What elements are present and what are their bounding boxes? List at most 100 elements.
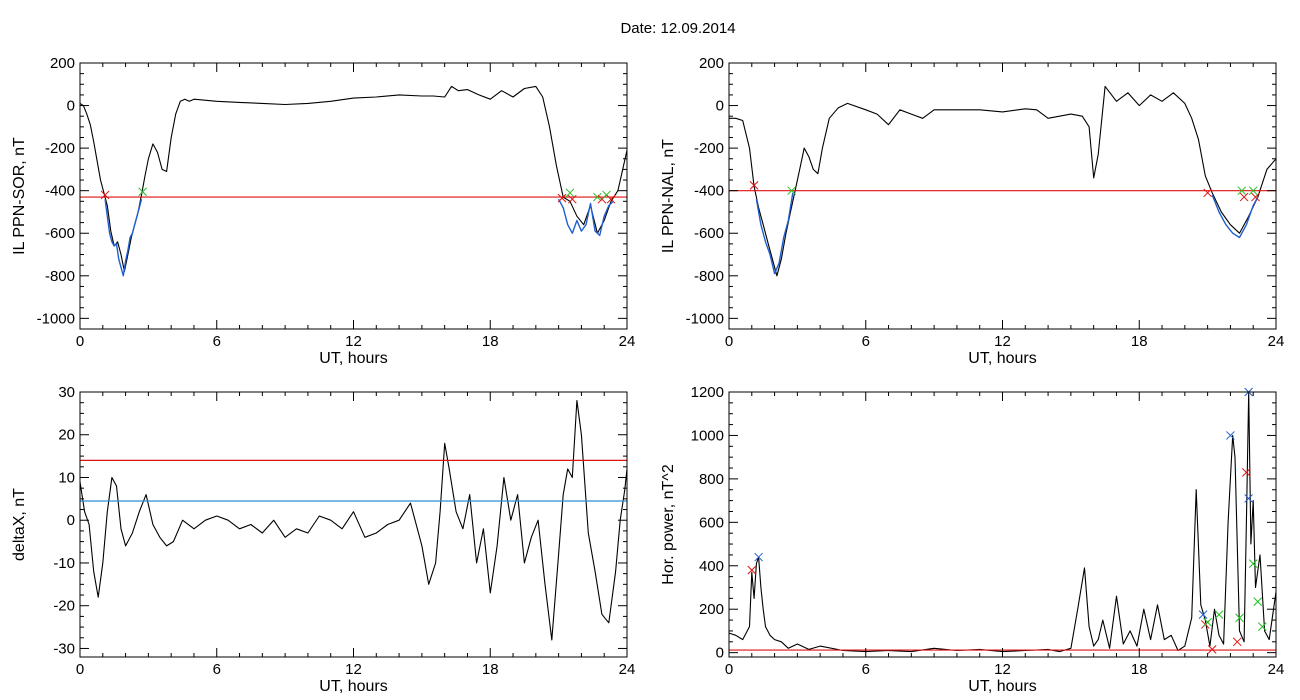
y-tick-label: -800 <box>694 268 724 285</box>
x-axis-label: UT, hours <box>968 350 1036 367</box>
x-axis-label: UT, hours <box>319 678 387 695</box>
y-tick-label: 1000 <box>691 427 724 444</box>
x-tick-label: 24 <box>619 661 636 678</box>
x-marker-stroke-b <box>1239 192 1249 202</box>
x-marker-stroke-b <box>1214 610 1224 619</box>
x-marker-3 <box>1237 186 1247 196</box>
series-line-0 <box>729 85 1276 277</box>
y-tick-label: 200 <box>50 55 75 72</box>
y-tick-label: 600 <box>699 514 724 531</box>
x-marker-stroke-b <box>606 194 616 204</box>
y-axis-label: IL PPN-NAL, nT <box>660 139 677 253</box>
x-marker-5 <box>593 192 602 202</box>
x-marker-stroke-b <box>565 188 575 198</box>
y-tick-label: -30 <box>53 640 75 657</box>
x-tick-label: 12 <box>345 333 362 350</box>
x-tick-label: 18 <box>1131 333 1148 350</box>
series-line-1 <box>104 199 143 277</box>
x-tick-label: 18 <box>482 661 499 678</box>
x-marker-stroke-b <box>1235 613 1244 623</box>
x-tick-label: 6 <box>862 661 870 678</box>
panel-il-ppn-nal: 0 6 12 18 24 -1000 -800 -600 -400 -200 0 200 UT, hou… <box>660 55 1284 367</box>
x-marker-11 <box>1242 468 1251 477</box>
x-tick-label: 12 <box>345 661 362 678</box>
x-axis-label: UT, hours <box>968 678 1036 695</box>
x-marker-stroke-b <box>138 187 148 197</box>
x-marker-5 <box>1207 645 1217 654</box>
x-marker-6 <box>1251 192 1260 202</box>
x-marker-stroke-b <box>1257 622 1267 631</box>
series-line-0 <box>80 399 627 641</box>
x-tick-label: 6 <box>862 333 870 350</box>
x-marker-7 <box>1226 431 1235 440</box>
x-marker-stroke-b <box>557 193 567 203</box>
y-tick-label: -20 <box>53 598 75 615</box>
panel-deltax: 0 6 12 18 24 -30 -20 -10 0 10 20 30 UT, hours deltaX,… <box>11 384 635 695</box>
x-marker-stroke-b <box>1207 645 1217 654</box>
x-marker-0 <box>100 190 110 200</box>
y-tick-label: 800 <box>699 471 724 488</box>
x-marker-4 <box>1239 192 1249 202</box>
y-tick-label: -400 <box>694 183 724 200</box>
x-marker-0 <box>749 181 759 190</box>
y-tick-label: -10 <box>53 555 75 572</box>
x-marker-stroke-b <box>1244 494 1254 503</box>
y-tick-label: 0 <box>67 512 75 529</box>
x-marker-stroke-b <box>749 181 759 190</box>
x-marker-1 <box>787 186 797 196</box>
x-marker-stroke-b <box>1232 637 1242 647</box>
x-tick-label: 0 <box>76 661 84 678</box>
x-marker-5 <box>1248 186 1258 196</box>
y-axis-label: deltaX, nT <box>11 488 28 561</box>
x-marker-14 <box>1253 597 1263 606</box>
x-marker-stroke-b <box>100 190 110 200</box>
series-line-0 <box>80 85 627 273</box>
x-tick-label: 0 <box>725 333 733 350</box>
y-tick-label: 10 <box>58 469 75 486</box>
x-marker-3 <box>565 188 575 198</box>
panel-il-ppn-sor: 0 6 12 18 24 -1000 -800 -600 -400 -200 0 200 UT, hou… <box>11 55 635 367</box>
plot-frame <box>79 391 628 658</box>
x-marker-6 <box>1214 610 1224 619</box>
y-axis-label: IL PPN-SOR, nT <box>11 137 28 255</box>
x-marker-stroke-b <box>1203 188 1212 198</box>
x-tick-label: 0 <box>76 333 84 350</box>
y-tick-label: -1000 <box>686 310 724 327</box>
x-marker-stroke-b <box>1226 431 1235 440</box>
x-marker-stroke-b <box>602 190 611 200</box>
y-tick-label: -200 <box>694 140 724 157</box>
x-marker-4 <box>1203 617 1212 627</box>
x-marker-stroke-b <box>747 565 757 575</box>
x-tick-label: 6 <box>213 333 221 350</box>
x-marker-2 <box>557 193 567 203</box>
x-marker-stroke-b <box>787 186 797 196</box>
x-marker-1 <box>754 552 763 562</box>
series-line-1 <box>755 192 794 275</box>
x-tick-label: 18 <box>482 333 499 350</box>
plot-frame <box>728 62 1277 330</box>
y-tick-label: -1000 <box>37 310 75 327</box>
x-marker-stroke-b <box>1237 186 1247 196</box>
x-marker-12 <box>1244 494 1254 503</box>
x-marker-1 <box>138 187 148 197</box>
x-marker-stroke-b <box>754 552 763 562</box>
y-tick-label: 0 <box>716 645 724 662</box>
x-marker-15 <box>1257 622 1267 631</box>
x-marker-2 <box>1203 188 1212 198</box>
x-axis-label: UT, hours <box>319 350 387 367</box>
figure-title: Date: 12.09.2014 <box>620 20 735 37</box>
y-tick-label: -600 <box>45 225 75 242</box>
x-tick-label: 24 <box>1268 333 1285 350</box>
plot-frame <box>728 391 1277 658</box>
x-marker-0 <box>747 565 757 575</box>
x-marker-stroke-b <box>1242 468 1251 477</box>
x-marker-stroke-b <box>1253 597 1263 606</box>
series-line-0 <box>729 392 1276 653</box>
x-tick-label: 0 <box>725 661 733 678</box>
x-marker-stroke-b <box>567 194 577 204</box>
y-tick-label: 0 <box>716 98 724 115</box>
x-marker-stroke-b <box>1251 192 1260 202</box>
x-tick-label: 12 <box>994 661 1011 678</box>
x-tick-label: 18 <box>1131 661 1148 678</box>
